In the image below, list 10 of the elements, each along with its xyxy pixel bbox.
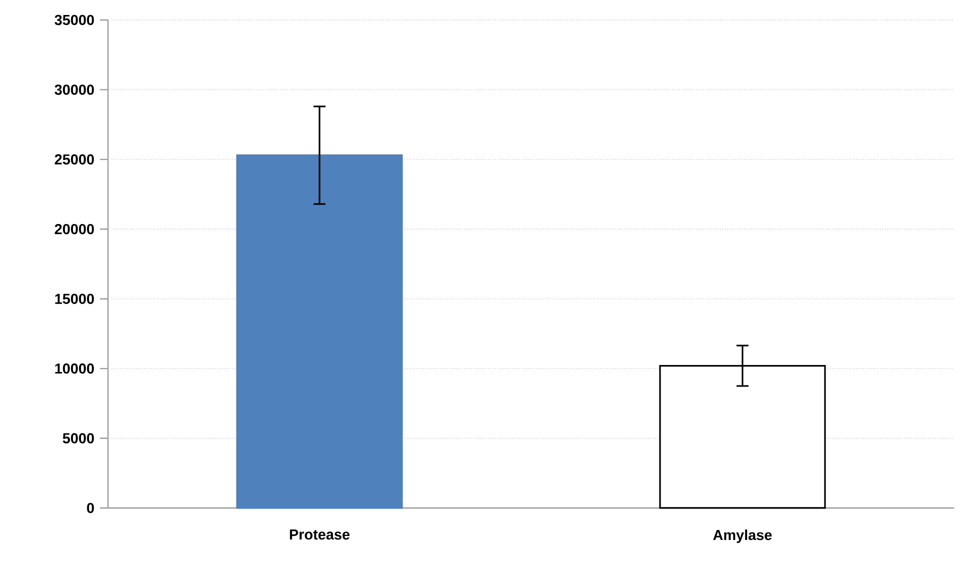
y-tick-label: 25000 bbox=[54, 154, 94, 165]
x-tick-label: Amylase bbox=[713, 530, 772, 543]
y-tick-label: 10000 bbox=[55, 363, 94, 374]
y-tick-label: 15000 bbox=[55, 294, 94, 304]
x-tick-label: Protease bbox=[290, 530, 350, 540]
y-tick-label: 30000 bbox=[54, 84, 94, 95]
y-tick-label: 5000 bbox=[62, 433, 94, 444]
y-tick-label: 20000 bbox=[54, 224, 94, 234]
y-tick-label: 0 bbox=[87, 502, 94, 514]
y-tick-label: 35000 bbox=[54, 14, 94, 26]
